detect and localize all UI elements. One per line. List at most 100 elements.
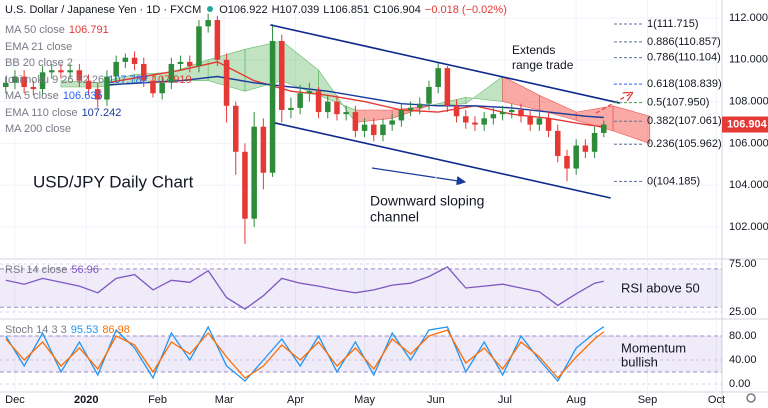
header: U.S. Dollar / Japanese Yen · 1D · FXCM O1… — [5, 4, 511, 16]
legend-row[interactable]: EMA 110 close 107.242 — [5, 105, 196, 122]
x-tick-label: Jul — [498, 394, 512, 406]
x-tick-label: Dec — [5, 394, 25, 406]
x-tick-label: 2020 — [74, 394, 98, 406]
y-tick-label: 80.00 — [729, 330, 757, 342]
candle-body — [214, 20, 221, 60]
status-dot — [207, 6, 214, 12]
annotation: RSI above 50 — [621, 280, 700, 295]
candle-body — [361, 124, 368, 131]
indicator-line — [5, 329, 605, 379]
trendline — [270, 24, 621, 104]
legend-value: 107.919 — [151, 73, 192, 86]
ohlc-value: O106.922 — [219, 4, 268, 16]
y-tick-label: 102.000 — [729, 221, 768, 233]
rsi-legend: RSI 14 close 56.96 — [5, 264, 103, 276]
fib-label: 0.382(107.061) — [647, 115, 722, 127]
candle-body — [260, 126, 267, 173]
indicator-value: 95.53 — [70, 324, 99, 336]
candle-body — [371, 124, 377, 136]
candle-body — [58, 70, 64, 73]
indicator-line — [5, 266, 604, 310]
legend-name: EMA 21 close — [5, 40, 73, 53]
y-tick-label: 112.000 — [729, 12, 768, 24]
legend-row[interactable]: EMA 21 close — [5, 39, 196, 56]
candle-body — [177, 61, 184, 64]
legend-value: 107.782 — [108, 73, 148, 86]
candle-body — [297, 93, 303, 108]
indicator-title: Stoch 14 3 3 — [5, 324, 67, 336]
candle-body — [205, 20, 211, 27]
candle-body — [536, 118, 543, 125]
legend-row[interactable]: MA 5 close 106.635 — [5, 88, 196, 105]
candle-body — [334, 101, 340, 115]
legend-value: 106.635 — [62, 90, 103, 102]
x-tick-label: Apr — [287, 394, 304, 406]
y-tick-label: 75.00 — [729, 258, 757, 270]
candle-body — [315, 91, 322, 113]
candle-body — [398, 109, 405, 121]
fib-label: 0.786(110.104) — [647, 52, 721, 64]
y-tick-label: 110.000 — [729, 54, 768, 66]
x-tick-label: Sep — [638, 394, 658, 406]
legend-row[interactable]: Ichimoku 9 26 52 26 107.782 107.919 — [5, 72, 196, 89]
legend-row[interactable]: MA 200 close — [5, 121, 196, 138]
indicator-legend: MA 50 close 106.791 EMA 21 close BB 20 clos… — [5, 22, 196, 138]
legend-row[interactable]: MA 50 close 106.791 — [5, 22, 196, 39]
legend-name: EMA 110 close — [5, 106, 78, 119]
legend-row[interactable]: BB 20 close 2 — [5, 55, 196, 72]
candle-body — [150, 80, 156, 94]
candle-body — [509, 109, 515, 113]
candle-body — [251, 126, 257, 219]
annotation: Downward sloping — [370, 193, 484, 209]
candle-body — [94, 89, 101, 100]
y-tick-label: 104.000 — [729, 179, 768, 191]
candle-body — [223, 59, 230, 106]
candle-body — [168, 63, 175, 83]
candle-body — [499, 112, 506, 115]
indicator-band — [0, 268, 722, 308]
candle-body — [39, 72, 46, 90]
x-tick-label: Aug — [566, 394, 586, 406]
candle-body — [481, 118, 487, 125]
y-tick-label: 40.00 — [729, 354, 757, 366]
ohlc-value: H107.039 — [271, 4, 320, 16]
legend-value: 106.791 — [68, 24, 109, 36]
x-tick-label: Mar — [215, 394, 234, 406]
indicator-value: 56.96 — [71, 264, 99, 276]
candle-body — [48, 70, 55, 73]
candle-body — [380, 124, 386, 136]
candle-body — [232, 105, 239, 152]
stoch-legend: Stoch 14 3 3 95.53 86.98 — [5, 324, 134, 336]
legend-name: MA 200 close — [5, 123, 72, 135]
chart-title: U.S. Dollar / Japanese Yen · 1D · FXCM — [5, 4, 202, 16]
candle-body — [426, 86, 432, 104]
moving-average — [106, 75, 604, 119]
ohlc-value: L106.851 — [323, 4, 370, 16]
candle-body — [417, 103, 423, 108]
annotation: range trade — [512, 58, 574, 72]
y-tick-label: 0.00 — [729, 378, 750, 390]
x-tick-label: Feb — [148, 394, 167, 406]
fib-label: 0.886(110.857) — [647, 36, 721, 48]
candle-body — [288, 107, 294, 110]
indicator-value: 86.98 — [102, 324, 130, 336]
annotation: Extends — [512, 43, 555, 57]
y-tick-label: 106.000 — [729, 137, 768, 149]
candle-body — [21, 76, 27, 87]
indicator-title: RSI 14 close — [5, 264, 68, 276]
candle-body — [591, 132, 598, 152]
x-tick-label: Jun — [427, 394, 445, 406]
candle-body — [472, 122, 478, 125]
fib-label: 0(104.185) — [647, 175, 700, 187]
candle-body — [343, 112, 349, 115]
candle-body — [573, 145, 579, 169]
ichimoku-cloud — [612, 105, 651, 144]
candle-body — [352, 112, 359, 131]
settings-icon[interactable] — [746, 393, 756, 403]
candle-body — [30, 86, 37, 90]
candle-body — [435, 68, 441, 87]
annotation: Momentum — [621, 340, 686, 355]
last-price-tag — [722, 116, 768, 133]
